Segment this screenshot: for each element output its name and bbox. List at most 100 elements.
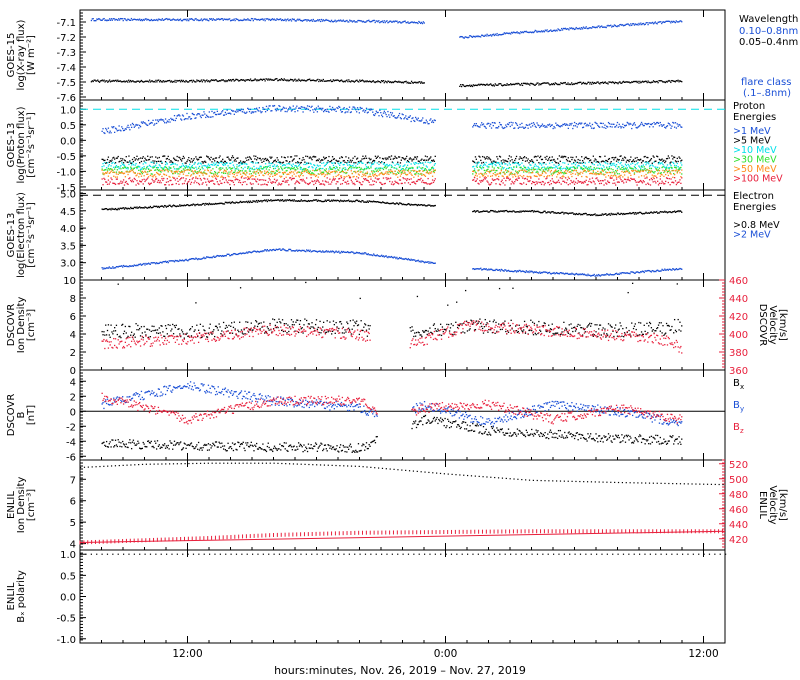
- data-point: [241, 162, 244, 164]
- data-point: [677, 21, 679, 23]
- data-point: [509, 164, 511, 166]
- data-point: [253, 18, 255, 20]
- data-point: [384, 112, 386, 114]
- data-point: [598, 162, 601, 165]
- data-point: [233, 160, 235, 162]
- data-point: [309, 20, 311, 22]
- data-point: [577, 164, 579, 167]
- data-point: [315, 20, 317, 22]
- data-point: [98, 18, 101, 20]
- data-point: [110, 170, 112, 173]
- data-point: [358, 19, 360, 22]
- data-point: [214, 171, 216, 173]
- data-point: [265, 168, 268, 170]
- data-point: [156, 157, 159, 159]
- data-point: [514, 159, 516, 162]
- data-point: [192, 173, 194, 175]
- data-point: [146, 166, 148, 168]
- data-point: [656, 121, 658, 124]
- data-point: [342, 167, 344, 169]
- data-point: [565, 166, 568, 168]
- data-point: [579, 81, 581, 83]
- data-point: [375, 81, 377, 83]
- data-point: [299, 166, 302, 168]
- data-point: [604, 124, 606, 126]
- data-point: [621, 164, 623, 166]
- data-point: [645, 80, 647, 83]
- data-point: [175, 117, 177, 120]
- data-point: [392, 162, 394, 164]
- data-point: [144, 80, 146, 83]
- data-point: [184, 81, 186, 83]
- data-point: [652, 165, 654, 167]
- data-point: [564, 172, 566, 174]
- data-point: [427, 177, 429, 180]
- data-point: [505, 163, 507, 165]
- data-point: [273, 164, 276, 166]
- data-point: [572, 83, 575, 85]
- data-point: [653, 175, 655, 177]
- data-point: [581, 27, 583, 29]
- data-point: [626, 23, 628, 25]
- data-point: [172, 176, 174, 178]
- data-point: [191, 170, 194, 172]
- data-point: [124, 176, 127, 178]
- data-point: [90, 19, 93, 22]
- data-point: [312, 167, 314, 169]
- data-point: [494, 179, 496, 181]
- data-point: [524, 170, 527, 172]
- data-point: [594, 183, 596, 185]
- data-point: [209, 18, 212, 20]
- data-point: [398, 21, 400, 23]
- data-point: [597, 81, 599, 83]
- data-point: [96, 80, 98, 82]
- data-point: [266, 170, 269, 173]
- data-point: [289, 161, 291, 163]
- data-point: [678, 168, 680, 170]
- data-point: [597, 164, 599, 166]
- data-point: [489, 183, 492, 185]
- data-point: [198, 80, 201, 83]
- data-point: [314, 174, 316, 176]
- data-point: [381, 157, 384, 160]
- data-point: [393, 81, 395, 83]
- data-point: [568, 29, 570, 31]
- data-point: [542, 181, 544, 183]
- data-point: [519, 182, 521, 185]
- data-point: [159, 119, 161, 121]
- data-point: [430, 182, 432, 185]
- data-point: [501, 175, 503, 177]
- data-point: [288, 80, 290, 82]
- data-point: [244, 166, 246, 168]
- data-point: [308, 182, 310, 185]
- data-point: [164, 170, 166, 172]
- data-point: [217, 18, 219, 21]
- data-point: [521, 122, 523, 125]
- data-point: [250, 173, 252, 175]
- data-point: [170, 80, 173, 82]
- data-point: [339, 20, 341, 22]
- data-point: [640, 82, 642, 84]
- data-point: [104, 161, 106, 164]
- data-point: [302, 111, 304, 113]
- data-point: [497, 84, 499, 86]
- data-point: [545, 82, 547, 84]
- data-point: [501, 162, 503, 164]
- data-point: [577, 158, 579, 161]
- data-point: [459, 85, 461, 88]
- data-point: [128, 155, 130, 157]
- data-point: [483, 169, 486, 172]
- data-point: [356, 180, 358, 182]
- data-point: [510, 83, 512, 85]
- data-point: [657, 21, 659, 24]
- data-point: [519, 32, 521, 35]
- data-point: [133, 177, 135, 180]
- data-point: [132, 164, 135, 166]
- data-point: [671, 20, 673, 23]
- data-point: [604, 26, 606, 28]
- data-point: [477, 125, 479, 128]
- data-point: [404, 20, 406, 22]
- data-point: [601, 82, 603, 84]
- data-point: [353, 170, 355, 173]
- data-point: [222, 171, 225, 173]
